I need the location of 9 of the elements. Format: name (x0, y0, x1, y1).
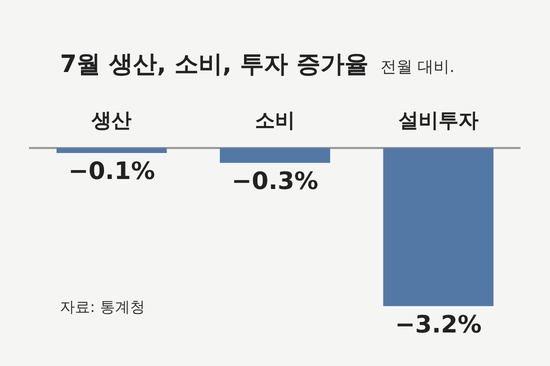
annotation: 자료: 통계청 (60, 298, 145, 317)
x-tick-label: 생산 (90, 108, 132, 132)
x-tick-label: 소비 (255, 108, 295, 132)
x-tick-label: 설비투자 (398, 108, 478, 132)
data-label: −0.1% (68, 157, 156, 186)
chart-subtitle: 전월 대비. (380, 57, 455, 78)
chart-title: 7월 생산, 소비, 투자 증가율 (60, 49, 368, 80)
data-label: −0.3% (232, 167, 318, 196)
data-label: −3.2% (394, 310, 482, 338)
